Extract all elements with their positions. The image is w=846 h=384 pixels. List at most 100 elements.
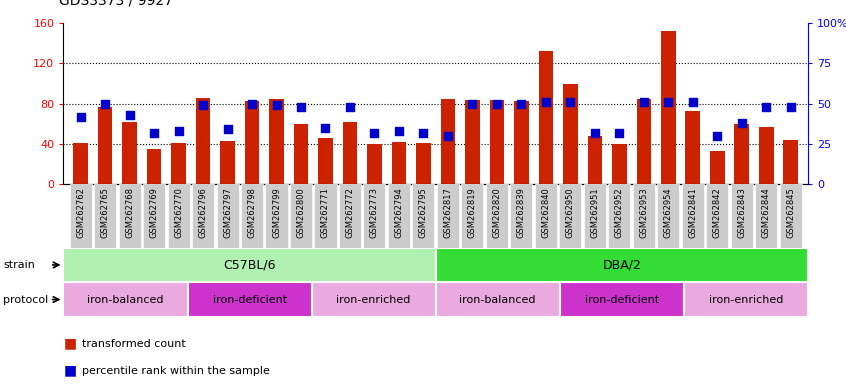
Bar bbox=[269, 99, 284, 184]
Bar bbox=[69, 184, 91, 248]
Text: GDS3373 / 9927: GDS3373 / 9927 bbox=[59, 0, 173, 8]
Point bbox=[662, 99, 675, 105]
Bar bbox=[311, 282, 436, 317]
Bar bbox=[780, 184, 802, 248]
Bar bbox=[587, 136, 602, 184]
Bar bbox=[684, 282, 808, 317]
Bar bbox=[171, 143, 186, 184]
Point bbox=[735, 120, 749, 126]
Bar bbox=[74, 143, 88, 184]
Text: GSM262842: GSM262842 bbox=[713, 187, 722, 238]
Point bbox=[711, 133, 724, 139]
Text: GSM262844: GSM262844 bbox=[761, 187, 771, 238]
Bar bbox=[220, 141, 235, 184]
Point bbox=[613, 130, 626, 136]
Bar bbox=[339, 184, 361, 248]
Text: GSM262798: GSM262798 bbox=[248, 187, 256, 238]
Bar bbox=[364, 184, 386, 248]
Point bbox=[368, 130, 382, 136]
Point bbox=[514, 101, 528, 107]
Bar bbox=[63, 248, 436, 282]
Bar bbox=[388, 184, 410, 248]
Bar bbox=[143, 184, 165, 248]
Text: GSM262768: GSM262768 bbox=[125, 187, 134, 238]
Point bbox=[588, 130, 602, 136]
Bar bbox=[392, 142, 406, 184]
Bar bbox=[559, 184, 581, 248]
Bar bbox=[759, 127, 773, 184]
Bar bbox=[563, 84, 578, 184]
Text: GSM262839: GSM262839 bbox=[517, 187, 526, 238]
Point bbox=[196, 102, 210, 108]
Bar bbox=[315, 184, 337, 248]
Bar bbox=[118, 184, 140, 248]
Point bbox=[393, 128, 406, 134]
Bar bbox=[441, 99, 455, 184]
Text: iron-deficient: iron-deficient bbox=[212, 295, 287, 305]
Point bbox=[441, 133, 454, 139]
Point bbox=[539, 99, 552, 105]
Bar bbox=[657, 184, 679, 248]
Text: GSM262845: GSM262845 bbox=[786, 187, 795, 238]
Text: GSM262817: GSM262817 bbox=[443, 187, 453, 238]
Bar bbox=[535, 184, 557, 248]
Text: GSM262795: GSM262795 bbox=[419, 187, 428, 238]
Bar bbox=[343, 122, 357, 184]
Bar bbox=[612, 144, 627, 184]
Bar bbox=[436, 282, 560, 317]
Text: strain: strain bbox=[3, 260, 36, 270]
Point bbox=[270, 102, 283, 108]
Bar bbox=[608, 184, 630, 248]
Text: GSM262769: GSM262769 bbox=[150, 187, 158, 238]
Point bbox=[245, 101, 259, 107]
Text: GSM262796: GSM262796 bbox=[199, 187, 207, 238]
Text: GSM262800: GSM262800 bbox=[296, 187, 305, 238]
Point bbox=[686, 99, 700, 105]
Point bbox=[147, 130, 161, 136]
Bar bbox=[461, 184, 483, 248]
Bar bbox=[195, 98, 211, 184]
Text: GSM262841: GSM262841 bbox=[689, 187, 697, 238]
Bar bbox=[783, 140, 798, 184]
Text: GSM262762: GSM262762 bbox=[76, 187, 85, 238]
Text: iron-balanced: iron-balanced bbox=[87, 295, 164, 305]
Text: transformed count: transformed count bbox=[82, 339, 186, 349]
Point bbox=[760, 104, 773, 110]
Text: GSM262843: GSM262843 bbox=[738, 187, 746, 238]
Point bbox=[784, 104, 798, 110]
Point bbox=[343, 104, 357, 110]
Bar bbox=[560, 282, 684, 317]
Text: GSM262794: GSM262794 bbox=[394, 187, 404, 238]
Point bbox=[563, 99, 577, 105]
Point bbox=[465, 101, 479, 107]
Bar bbox=[192, 184, 214, 248]
Text: iron-deficient: iron-deficient bbox=[585, 295, 659, 305]
Point bbox=[123, 112, 136, 118]
Bar bbox=[217, 184, 239, 248]
Bar bbox=[244, 101, 260, 184]
Bar bbox=[490, 100, 504, 184]
Text: GSM262799: GSM262799 bbox=[272, 187, 281, 238]
Text: GSM262820: GSM262820 bbox=[492, 187, 502, 238]
Text: GSM262951: GSM262951 bbox=[591, 187, 599, 238]
Bar bbox=[661, 31, 676, 184]
Text: GSM262819: GSM262819 bbox=[468, 187, 477, 238]
Bar bbox=[734, 124, 750, 184]
Bar bbox=[412, 184, 435, 248]
Bar bbox=[584, 184, 606, 248]
Bar bbox=[710, 151, 725, 184]
Bar bbox=[514, 101, 529, 184]
Bar bbox=[731, 184, 753, 248]
Bar bbox=[636, 99, 651, 184]
Text: percentile rank within the sample: percentile rank within the sample bbox=[82, 366, 270, 376]
Bar bbox=[633, 184, 655, 248]
Text: C57BL/6: C57BL/6 bbox=[223, 258, 276, 271]
Bar bbox=[168, 184, 190, 248]
Bar bbox=[63, 282, 188, 317]
Point bbox=[417, 130, 431, 136]
Text: GSM262770: GSM262770 bbox=[174, 187, 183, 238]
Bar bbox=[294, 124, 308, 184]
Text: GSM262952: GSM262952 bbox=[615, 187, 624, 238]
Bar bbox=[98, 107, 113, 184]
Text: GSM262954: GSM262954 bbox=[664, 187, 673, 238]
